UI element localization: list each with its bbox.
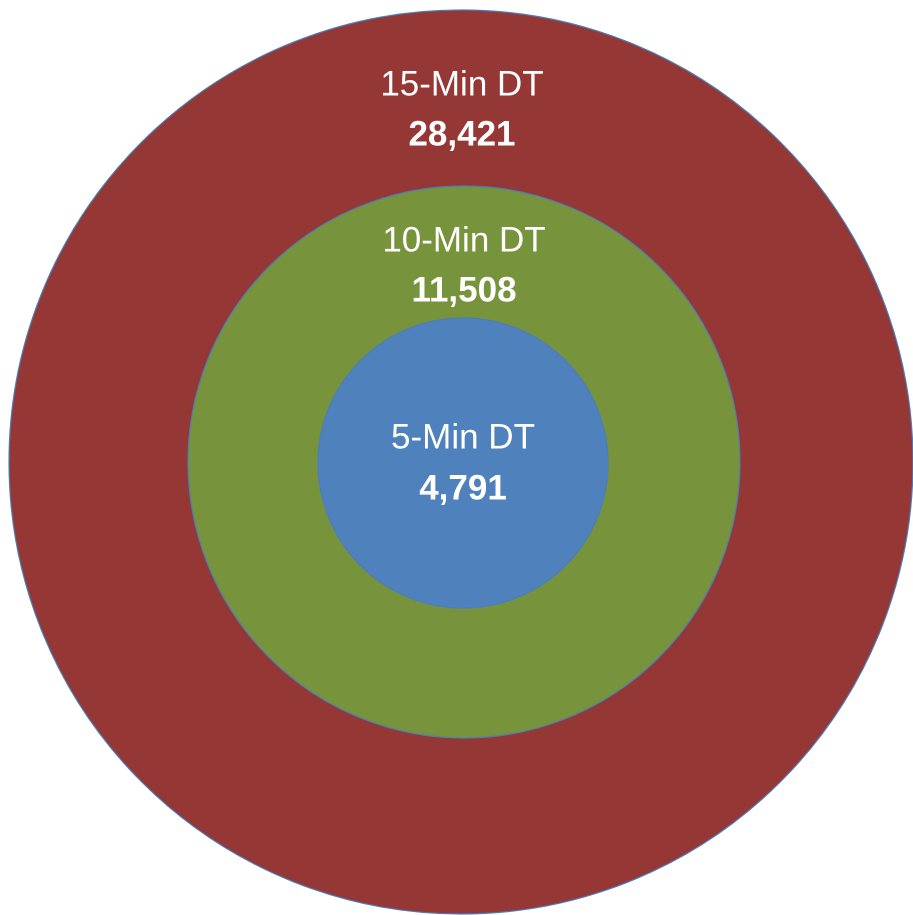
node-value: 11,508 (411, 270, 516, 309)
node-label: 15-Min DT (380, 64, 543, 103)
node-label: 10-Min DT (382, 220, 545, 259)
inner-circle (317, 317, 609, 609)
node-label: 5-Min DT (391, 417, 535, 456)
node-value: 28,421 (408, 114, 515, 153)
node-value: 4,791 (419, 468, 507, 507)
